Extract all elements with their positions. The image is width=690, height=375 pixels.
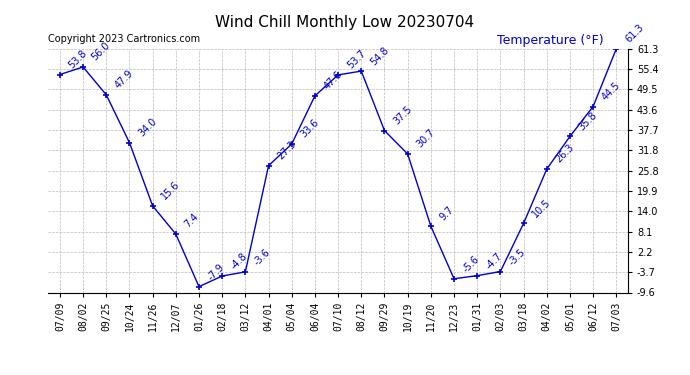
Text: 7.4: 7.4	[183, 212, 201, 230]
Text: 56.0: 56.0	[90, 40, 112, 63]
Text: 47.6: 47.6	[322, 69, 344, 92]
Text: -4.7: -4.7	[484, 251, 504, 272]
Text: Temperature (°F): Temperature (°F)	[497, 34, 604, 47]
Text: Copyright 2023 Cartronics.com: Copyright 2023 Cartronics.com	[48, 34, 200, 44]
Text: 34.0: 34.0	[137, 116, 159, 138]
Text: 44.5: 44.5	[600, 80, 622, 102]
Text: -4.8: -4.8	[229, 252, 250, 272]
Text: 15.6: 15.6	[159, 179, 182, 202]
Text: 54.8: 54.8	[368, 45, 391, 67]
Text: 53.8: 53.8	[67, 48, 89, 70]
Text: Wind Chill Monthly Low 20230704: Wind Chill Monthly Low 20230704	[215, 15, 475, 30]
Text: 61.3: 61.3	[623, 22, 645, 45]
Text: 33.6: 33.6	[299, 118, 321, 140]
Text: 30.7: 30.7	[415, 128, 437, 150]
Text: -7.9: -7.9	[206, 262, 226, 282]
Text: 10.5: 10.5	[531, 197, 553, 219]
Text: 37.5: 37.5	[391, 104, 414, 126]
Text: -3.6: -3.6	[253, 248, 273, 268]
Text: 26.3: 26.3	[553, 142, 576, 165]
Text: 47.9: 47.9	[113, 68, 135, 91]
Text: -5.6: -5.6	[461, 254, 482, 274]
Text: 35.8: 35.8	[577, 110, 599, 132]
Text: 9.7: 9.7	[437, 204, 455, 222]
Text: -3.5: -3.5	[507, 247, 528, 267]
Text: 53.7: 53.7	[345, 48, 367, 71]
Text: 27.3: 27.3	[275, 139, 298, 162]
